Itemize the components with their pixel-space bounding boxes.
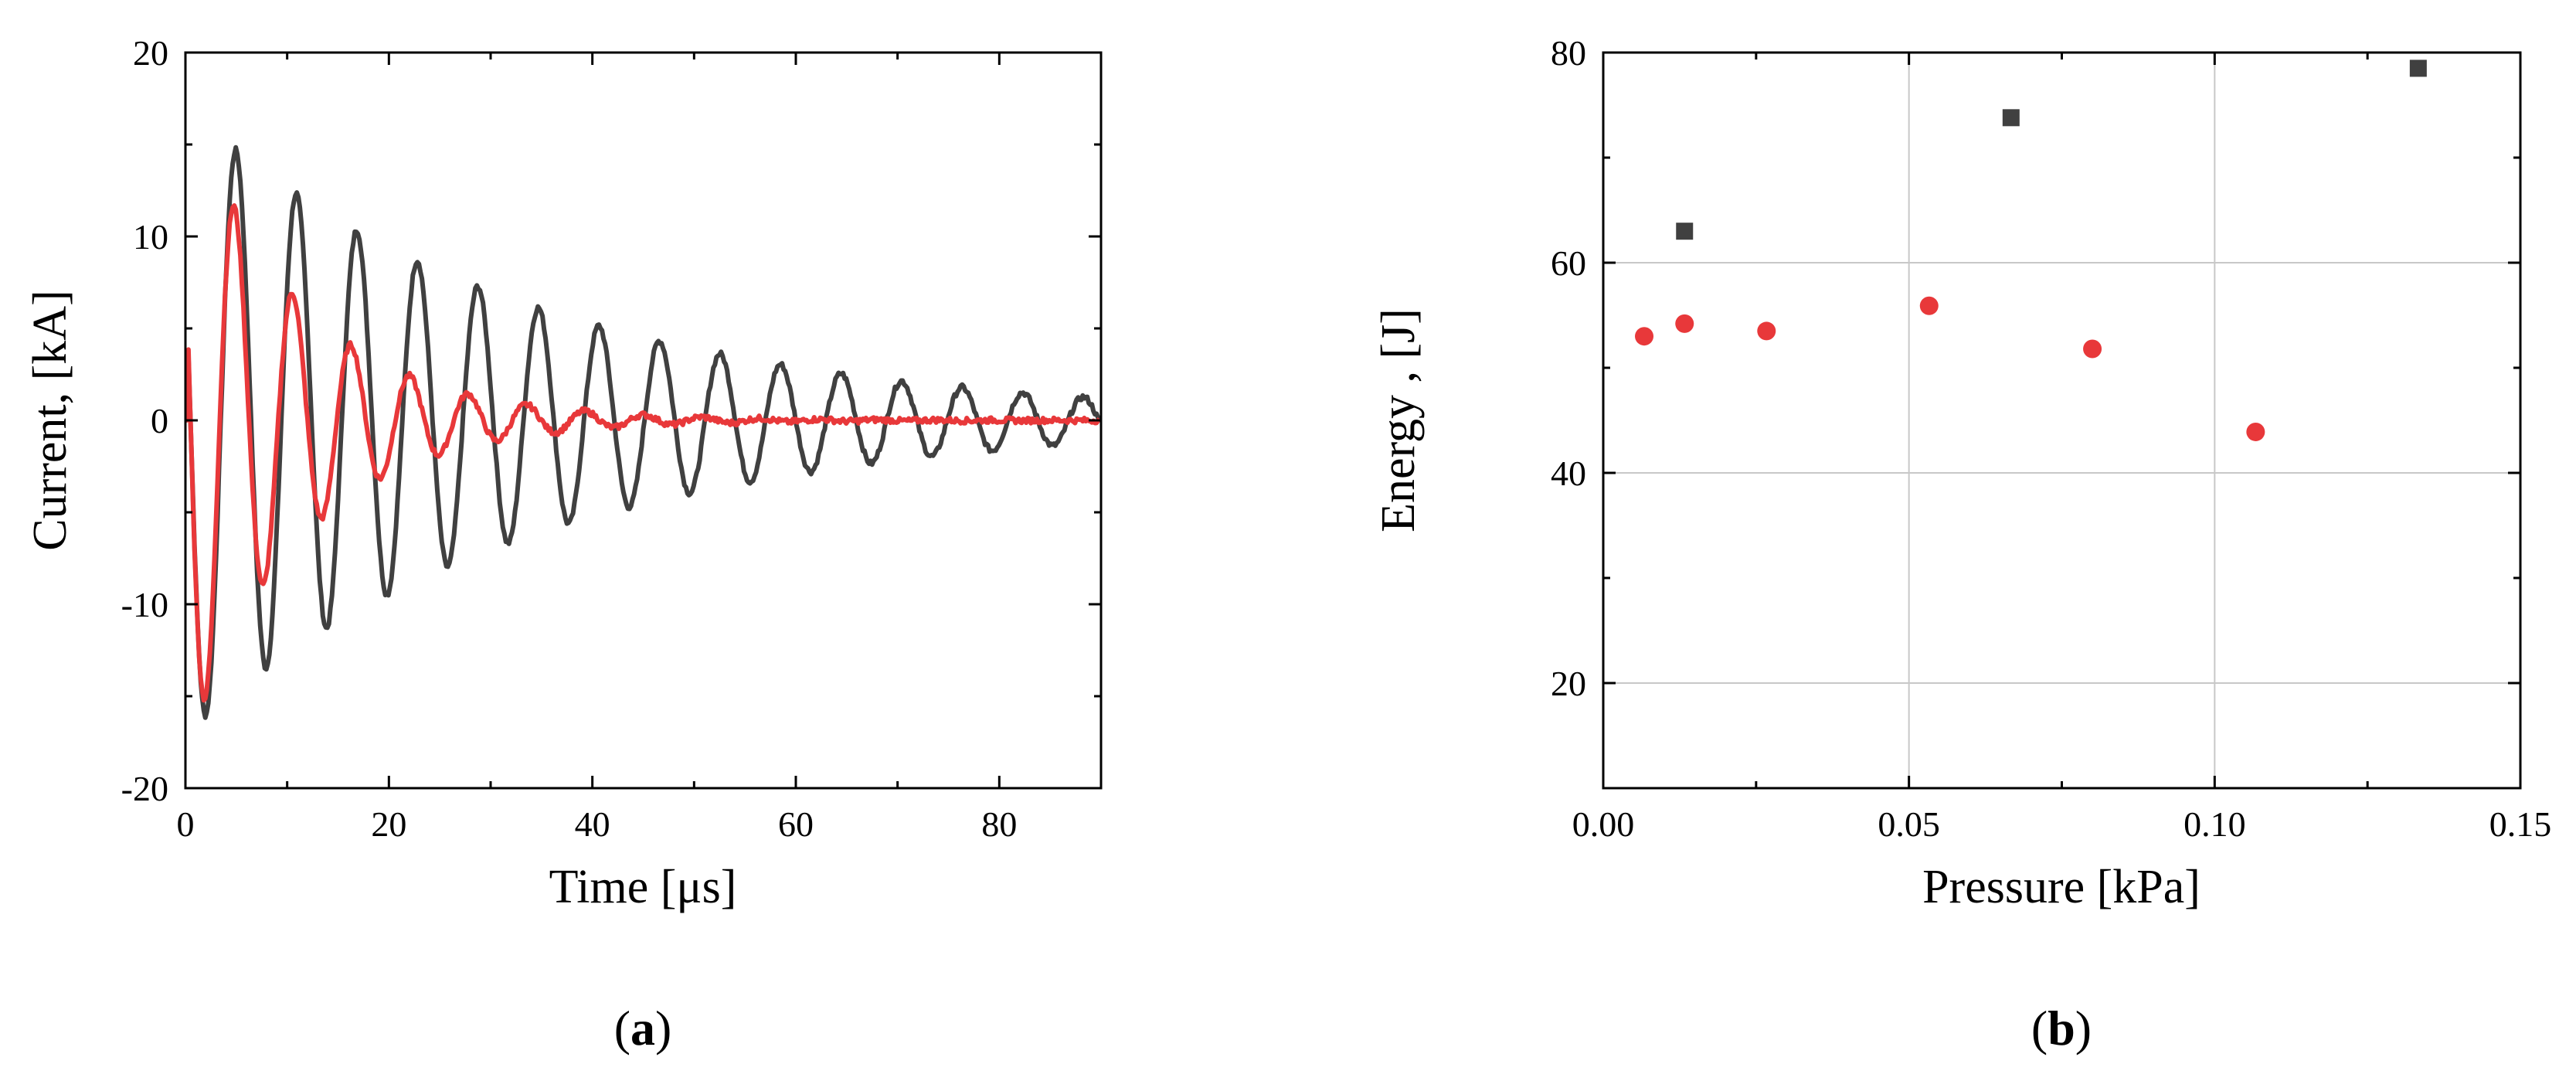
y-tick-label: -20 <box>121 769 168 808</box>
x-tick-label: 40 <box>575 804 610 844</box>
panel-b-y-axis-title: Energy , [J] <box>1372 308 1425 532</box>
x-tick-label: 60 <box>778 804 814 844</box>
data-point-square <box>1676 223 1694 240</box>
x-tick-label: 0.00 <box>1572 804 1635 844</box>
panel-a-x-axis-title: Time [μs] <box>549 861 737 913</box>
y-tick-label: -10 <box>121 585 168 624</box>
panel-b-label-open: ( <box>2031 1001 2048 1056</box>
y-tick-label: 20 <box>1551 664 1586 703</box>
y-tick-label: 60 <box>1551 243 1586 283</box>
panel-a-label-close: ) <box>655 1001 671 1056</box>
panel-b-label-close: ) <box>2075 1001 2092 1056</box>
panel-a-label: (a) <box>614 1001 672 1056</box>
data-point-circle <box>2083 339 2102 359</box>
panel-a-y-axis-title: Current, [kA] <box>24 290 76 550</box>
panel-a-ticks: 0 20 40 60 80 -20 -10 0 10 20 <box>121 33 1101 844</box>
panel-b-ticks: 0.00 0.05 0.10 0.15 20 40 60 80 <box>1551 33 2551 844</box>
x-tick-label: 20 <box>371 804 406 844</box>
panel-b-label: (b) <box>2031 1001 2092 1056</box>
x-tick-label: 0 <box>177 804 195 844</box>
panel-a-label-open: ( <box>614 1001 630 1056</box>
data-point-square <box>2409 59 2427 77</box>
data-point-circle <box>2246 422 2265 441</box>
panel-b-plot-frame <box>1602 51 2522 790</box>
x-tick-label: 0.05 <box>1878 804 1940 844</box>
data-point-circle <box>1635 327 1654 346</box>
panel-b-grid <box>1603 53 2520 788</box>
y-tick-label: 80 <box>1551 33 1586 73</box>
panel-a-current-chart: 0 20 40 60 80 -20 -10 0 10 20 Time [μs] Current, … <box>24 33 1103 1056</box>
data-point-circle <box>1675 314 1694 333</box>
panel-b-label-letter: b <box>2048 1001 2075 1056</box>
data-point-square <box>2002 109 2020 127</box>
data-point-circle <box>1757 321 1776 341</box>
series-line-red <box>185 203 1102 703</box>
series-line-black <box>185 144 1102 720</box>
panel-a-label-letter: a <box>630 1001 655 1056</box>
panel-a-series <box>185 144 1102 720</box>
panel-b-series <box>1635 59 2427 441</box>
y-tick-label: 0 <box>151 401 168 440</box>
y-tick-label: 20 <box>133 33 168 73</box>
x-tick-label: 0.10 <box>2183 804 2246 844</box>
x-tick-label: 0.15 <box>2489 804 2552 844</box>
panel-b-x-axis-title: Pressure [kPa] <box>1922 861 2200 913</box>
y-tick-label: 10 <box>133 217 168 257</box>
y-tick-label: 40 <box>1551 454 1586 493</box>
data-point-circle <box>1919 296 1939 315</box>
x-tick-label: 80 <box>981 804 1017 844</box>
